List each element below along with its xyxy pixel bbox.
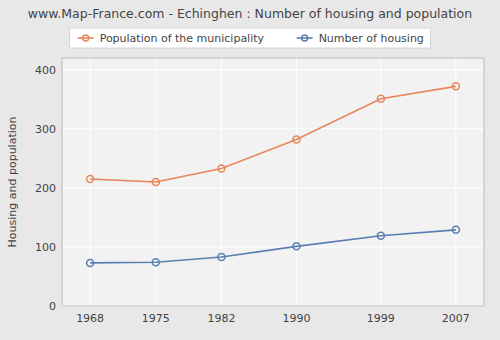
series-line <box>90 230 456 263</box>
point <box>87 176 94 183</box>
point <box>87 259 94 266</box>
point <box>377 232 384 239</box>
point <box>218 253 225 260</box>
y-tick-label: 400 <box>35 64 56 77</box>
series-line <box>90 86 456 182</box>
y-tick-label: 100 <box>35 241 56 254</box>
legend-marker <box>302 35 308 41</box>
x-tick-label: 1999 <box>367 312 395 325</box>
grid-line <box>62 187 484 188</box>
legend-swatch <box>78 37 94 39</box>
point <box>218 165 225 172</box>
background <box>0 0 500 340</box>
legend-marker <box>83 35 89 41</box>
y-axis-label: Housing and population <box>6 117 19 248</box>
x-tick-label: 2007 <box>442 312 470 325</box>
x-tick-label: 1975 <box>142 312 170 325</box>
point <box>152 179 159 186</box>
point <box>452 83 459 90</box>
grid-line <box>455 58 456 306</box>
x-tick-label: 1968 <box>76 312 104 325</box>
y-tick-label: 200 <box>35 182 56 195</box>
grid-line <box>62 128 484 129</box>
legend: Population of the municipality Number of … <box>70 28 431 48</box>
grid-line <box>221 58 222 306</box>
point <box>152 259 159 266</box>
x-tick-label: 1982 <box>207 312 235 325</box>
legend-label: Population of the municipality <box>100 32 265 45</box>
grid-line <box>296 58 297 306</box>
plot-marks <box>87 83 460 267</box>
y-tick-label: 0 <box>49 300 56 313</box>
grid-line <box>62 246 484 247</box>
point <box>377 95 384 102</box>
legend-box <box>70 28 431 48</box>
chart-title: www.Map-France.com - Echinghen : Number … <box>28 6 472 21</box>
plot-frame <box>62 58 484 306</box>
point <box>452 226 459 233</box>
legend-label: Number of housing <box>319 32 424 45</box>
point <box>293 243 300 250</box>
y-tick-label: 300 <box>35 123 56 136</box>
plot-area <box>62 58 484 306</box>
x-tick-label: 1990 <box>282 312 310 325</box>
legend-swatch <box>297 37 313 39</box>
point <box>293 136 300 143</box>
grid-line <box>62 69 484 70</box>
